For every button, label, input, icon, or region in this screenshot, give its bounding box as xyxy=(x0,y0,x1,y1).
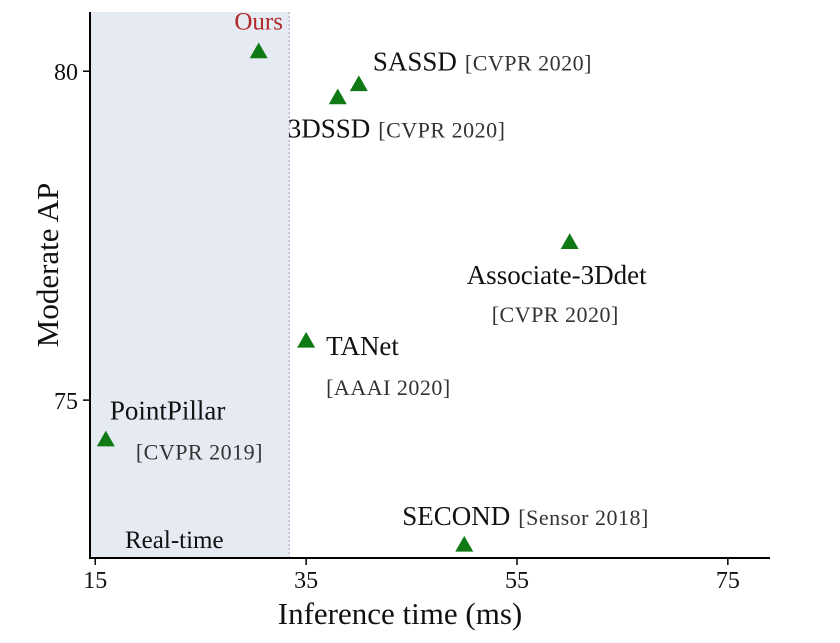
point-marker-tanet xyxy=(297,331,316,348)
point-name-label: Associate-3Ddet xyxy=(467,260,647,290)
y-tick-label: 75 xyxy=(54,389,78,415)
point-name-label: 3DSSD xyxy=(288,114,371,144)
point-marker-second xyxy=(455,535,474,552)
point-name-label: SASSD xyxy=(373,46,457,76)
point-marker-associate-3ddet xyxy=(560,233,579,249)
realtime-region xyxy=(90,12,290,558)
x-axis-label: Inference time (ms) xyxy=(278,596,522,631)
y-tick-label: 80 xyxy=(54,60,78,86)
point-name-label: PointPillar xyxy=(110,396,226,426)
y-axis-label: Moderate AP xyxy=(30,183,65,347)
region-label: Real-time xyxy=(125,527,224,554)
point-marker-sassd xyxy=(349,75,368,92)
x-tick-label: 15 xyxy=(83,568,107,594)
point-name-label: SECOND xyxy=(402,501,510,531)
point-venue-label: [CVPR 2020] xyxy=(465,50,592,75)
x-tick-label: 35 xyxy=(294,568,318,594)
point-venue-label: [CVPR 2020] xyxy=(378,118,505,143)
point-venue-label: [Sensor 2018] xyxy=(518,505,649,530)
point-venue-label: [CVPR 2019] xyxy=(136,440,263,465)
point-marker-pointpillar xyxy=(96,430,115,447)
x-tick-label: 75 xyxy=(716,568,740,594)
point-name-label: Ours xyxy=(234,8,283,35)
point-marker-3dssd xyxy=(328,88,347,105)
point-venue-label: [CVPR 2020] xyxy=(492,302,619,327)
point-marker-ours xyxy=(249,42,268,59)
point-name-label: TANet xyxy=(326,331,399,361)
x-tick-label: 55 xyxy=(505,568,529,594)
point-venue-label: [AAAI 2020] xyxy=(326,375,451,400)
